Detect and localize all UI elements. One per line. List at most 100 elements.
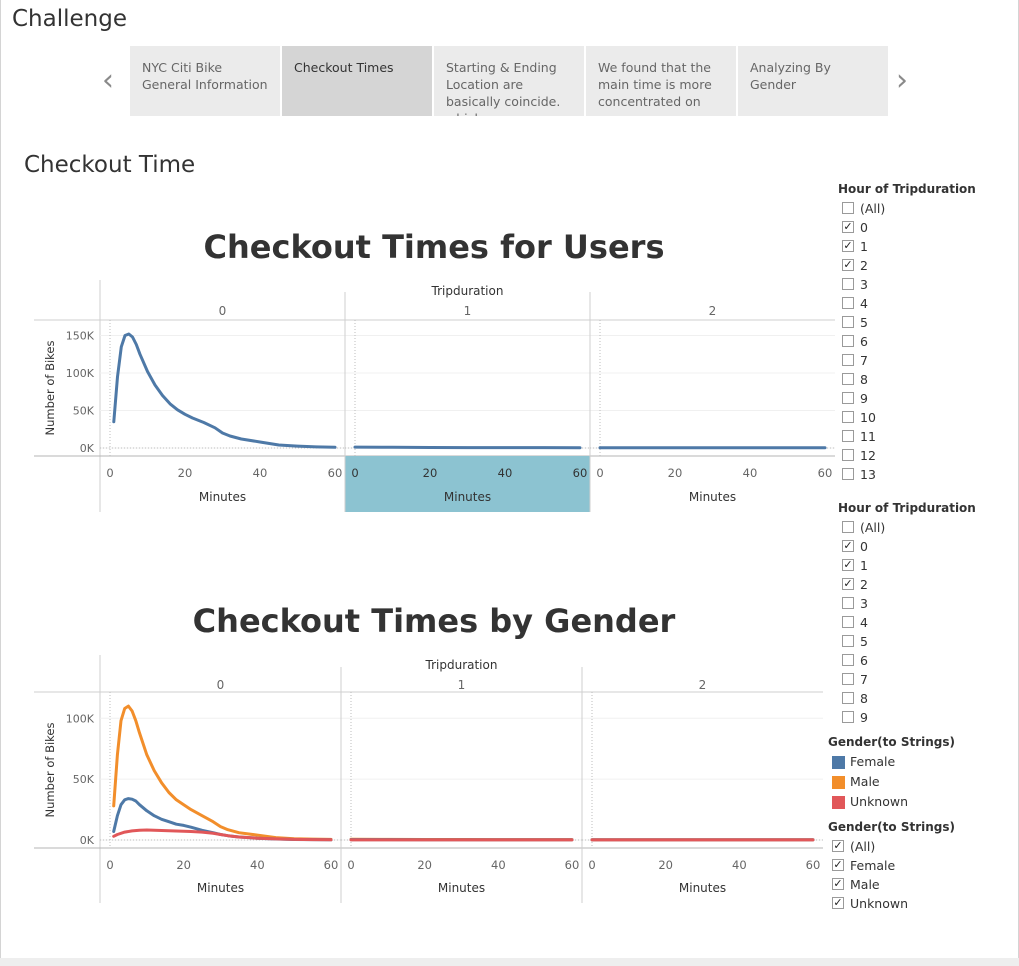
hour-filter-option[interactable]: 7 <box>838 351 976 370</box>
hour-filter-option[interactable]: 8 <box>838 370 976 389</box>
gender-color-legend: Gender(to Strings) Female Male Unknown <box>828 735 955 812</box>
checkbox-icon[interactable] <box>842 278 854 290</box>
option-label: 1 <box>860 239 868 254</box>
option-label: (All) <box>860 520 886 535</box>
option-label: 5 <box>860 634 868 649</box>
checkbox-icon[interactable] <box>842 468 854 480</box>
hour-filter-option[interactable]: ✓ 1 <box>838 237 976 256</box>
checkbox-icon[interactable] <box>842 654 854 666</box>
checkbox-icon[interactable] <box>842 202 854 214</box>
checkbox-checked-icon[interactable]: ✓ <box>832 896 844 909</box>
option-label: 2 <box>860 577 868 592</box>
option-label: 1 <box>860 558 868 573</box>
legend-swatch <box>832 756 845 769</box>
gender-filter-option[interactable]: ✓ Unknown <box>828 894 955 913</box>
x-axis-label: Minutes <box>438 881 485 895</box>
series-line-unknown <box>112 828 333 842</box>
story-point-main-time[interactable]: We found that the main time is more conc… <box>586 46 736 116</box>
checkbox-checked-icon[interactable]: ✓ <box>842 577 854 590</box>
story-point-general-info[interactable]: NYC Citi Bike General Information <box>130 46 280 116</box>
checkbox-icon[interactable] <box>842 411 854 423</box>
hour-filter-2[interactable]: Hour of Tripduration (All) ✓ 0 ✓ 1 ✓ 2 3 4 5 6 7 8 9 <box>838 501 976 723</box>
hour-filter-option[interactable]: 5 <box>838 313 976 332</box>
checkbox-icon[interactable] <box>842 430 854 442</box>
hour-filter-option[interactable]: ✓ 2 <box>838 256 976 275</box>
checkbox-checked-icon[interactable]: ✓ <box>832 858 844 871</box>
checkbox-icon[interactable] <box>842 635 854 647</box>
story-title: Challenge <box>12 6 127 32</box>
hour-filter-option[interactable]: ✓ 2 <box>838 575 976 594</box>
checkbox-icon[interactable] <box>842 373 854 385</box>
hour-filter-option[interactable]: 6 <box>838 332 976 351</box>
story-point-label: Starting & Ending Location are basically… <box>446 60 561 116</box>
checkbox-checked-icon[interactable]: ✓ <box>842 239 854 252</box>
story-point-locations[interactable]: Starting & Ending Location are basically… <box>434 46 584 116</box>
hour-filter-option[interactable]: 4 <box>838 613 976 632</box>
checkbox-checked-icon[interactable]: ✓ <box>832 877 844 890</box>
y-tick-label: 50K <box>73 405 95 418</box>
hour-filter-option[interactable]: (All) <box>838 518 976 537</box>
legend-swatch <box>832 776 845 789</box>
checkbox-checked-icon[interactable]: ✓ <box>842 258 854 271</box>
legend-label: Male <box>850 774 880 789</box>
x-tick-label: 60 <box>565 858 580 872</box>
checkbox-checked-icon[interactable]: ✓ <box>832 839 844 852</box>
checkbox-icon[interactable] <box>842 597 854 609</box>
checkbox-icon[interactable] <box>842 616 854 628</box>
gender-filter[interactable]: Gender(to Strings) ✓ (All) ✓ Female ✓ Male ✓ Un… <box>828 820 955 915</box>
story-point-label: We found that the main time is more conc… <box>598 60 712 109</box>
hour-filter-1: Hour of Tripduration (All) ✓ 0 ✓ 1 ✓ 2 3 4 5 6 7 8 9 1… <box>838 182 976 484</box>
checkbox-icon[interactable] <box>842 354 854 366</box>
hour-filter-option[interactable]: ✓ 1 <box>838 556 976 575</box>
legend-swatch <box>832 796 845 809</box>
legend-item[interactable]: Female <box>828 752 955 772</box>
legend-item[interactable]: Male <box>828 772 955 792</box>
hour-filter-option[interactable]: 3 <box>838 275 976 294</box>
hour-filter-option[interactable]: 8 <box>838 689 976 708</box>
hour-filter-option[interactable]: ✓ 0 <box>838 218 976 237</box>
gender-filter-option[interactable]: ✓ Female <box>828 856 955 875</box>
checkbox-icon[interactable] <box>842 673 854 685</box>
checkbox-icon[interactable] <box>842 392 854 404</box>
checkbox-icon[interactable] <box>842 335 854 347</box>
hour-filter-option[interactable]: 4 <box>838 294 976 313</box>
hour-filter-option[interactable]: (All) <box>838 199 976 218</box>
hour-filter-option[interactable]: 9 <box>838 389 976 408</box>
next-arrow-icon[interactable]: › <box>896 63 908 98</box>
gender-filter-option[interactable]: ✓ (All) <box>828 837 955 856</box>
y-axis-label: Number of Bikes <box>43 340 57 435</box>
checkbox-checked-icon[interactable]: ✓ <box>842 539 854 552</box>
x-axis-label: Minutes <box>689 490 736 504</box>
checkbox-checked-icon[interactable]: ✓ <box>842 220 854 233</box>
hour-filter-option[interactable]: 13 <box>838 465 976 484</box>
hour-filter-option[interactable]: ✓ 0 <box>838 537 976 556</box>
hour-filter-option[interactable]: 7 <box>838 670 976 689</box>
hour-filter-option[interactable]: 11 <box>838 427 976 446</box>
option-label: 10 <box>860 410 876 425</box>
previous-arrow-icon[interactable]: ‹ <box>102 63 114 98</box>
x-tick-label: 40 <box>498 466 513 480</box>
story-point-checkout-times[interactable]: Checkout Times <box>282 46 432 116</box>
legend-item[interactable]: Unknown <box>828 792 955 812</box>
chart-title-gender: Checkout Times by Gender <box>192 602 676 640</box>
x-tick-label: 20 <box>668 466 683 480</box>
checkbox-icon[interactable] <box>842 692 854 704</box>
hour-filter-option[interactable]: 12 <box>838 446 976 465</box>
hour-filter-option[interactable]: 3 <box>838 594 976 613</box>
hour-filter-option[interactable]: 6 <box>838 651 976 670</box>
checkbox-icon[interactable] <box>842 297 854 309</box>
hour-filter-option[interactable]: 9 <box>838 708 976 723</box>
checkbox-icon[interactable] <box>842 521 854 533</box>
panel-header: 2 <box>709 304 717 318</box>
selected-axis-highlight <box>345 456 590 512</box>
hour-filter-option[interactable]: 10 <box>838 408 976 427</box>
option-label: Male <box>850 877 880 892</box>
hour-filter-option[interactable]: 5 <box>838 632 976 651</box>
story-point-gender[interactable]: Analyzing By Gender <box>738 46 888 116</box>
legend-title: Gender(to Strings) <box>828 735 955 749</box>
checkbox-checked-icon[interactable]: ✓ <box>842 558 854 571</box>
checkbox-icon[interactable] <box>842 449 854 461</box>
checkbox-icon[interactable] <box>842 316 854 328</box>
checkbox-icon[interactable] <box>842 711 854 723</box>
gender-filter-option[interactable]: ✓ Male <box>828 875 955 894</box>
